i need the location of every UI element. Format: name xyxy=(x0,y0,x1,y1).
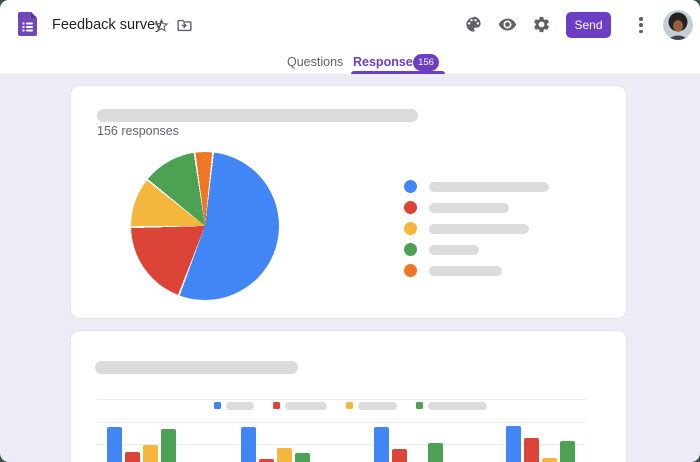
legend-square xyxy=(273,402,280,409)
question-title-placeholder xyxy=(97,109,418,122)
legend-label-placeholder xyxy=(428,401,487,410)
legend-label-placeholder xyxy=(358,401,397,410)
legend-label-placeholder xyxy=(429,202,509,213)
active-tab-underline xyxy=(351,71,445,74)
user-avatar[interactable] xyxy=(663,10,693,40)
summary-card-pie: 156 responses xyxy=(70,85,627,319)
pie-legend-row xyxy=(404,239,549,260)
legend-dot xyxy=(404,180,417,193)
gridline xyxy=(97,421,586,423)
move-to-folder-icon[interactable] xyxy=(175,16,193,34)
document-title[interactable]: Feedback survey xyxy=(52,17,163,33)
bar-series-1-redacted-g1 xyxy=(107,427,122,462)
legend-label-placeholder xyxy=(226,401,254,410)
bar-series-2-redacted-g3 xyxy=(392,449,407,462)
bar-legend-item xyxy=(214,401,254,410)
bar-legend-item xyxy=(416,401,487,410)
pie-legend-row xyxy=(404,218,549,239)
bar-series-4-redacted-g1 xyxy=(161,429,176,462)
legend-dot xyxy=(404,201,417,214)
legend-label-placeholder xyxy=(285,401,327,410)
bar-series-3-redacted-g4 xyxy=(542,458,557,462)
bar-series-2-redacted-g1 xyxy=(125,452,140,462)
legend-square xyxy=(346,402,353,409)
bar-series-1-redacted-g4 xyxy=(506,426,521,462)
responses-count-text: 156 responses xyxy=(97,124,180,138)
preview-eye-icon[interactable] xyxy=(498,15,517,34)
bar-legend-item xyxy=(346,401,397,410)
bar-series-1-redacted-g2 xyxy=(241,427,256,462)
legend-label-placeholder xyxy=(429,181,549,192)
send-button[interactable]: Send xyxy=(566,12,611,38)
pie-legend-row xyxy=(404,260,549,281)
gridline xyxy=(97,444,586,445)
tab-bar: Questions Responses 156 xyxy=(0,50,700,75)
gridline xyxy=(97,399,586,400)
bar-series-4-redacted-g2 xyxy=(295,453,310,462)
tab-questions[interactable]: Questions xyxy=(287,55,344,69)
responses-count-badge: 156 xyxy=(413,54,439,71)
legend-square xyxy=(214,402,221,409)
legend-dot xyxy=(404,264,417,277)
bar-series-4-redacted-g4 xyxy=(560,441,575,462)
bar-chart xyxy=(71,331,628,462)
question-title-placeholder xyxy=(95,361,298,374)
settings-gear-icon[interactable] xyxy=(532,15,551,34)
star-icon[interactable] xyxy=(152,16,170,34)
bar-series-4-redacted-g3 xyxy=(428,443,443,462)
bar-legend-item xyxy=(273,401,327,410)
bar-series-1-redacted-g3 xyxy=(374,427,389,462)
bar-series-3-redacted-g2 xyxy=(277,448,292,462)
legend-dot xyxy=(404,243,417,256)
summary-card-bars xyxy=(70,330,627,462)
app-bar: Feedback survey Send xyxy=(0,0,700,50)
legend-square xyxy=(416,402,423,409)
tab-responses[interactable]: Responses xyxy=(353,55,420,69)
bar-series-3-redacted-g1 xyxy=(143,445,158,462)
more-vertical-icon[interactable] xyxy=(638,17,644,33)
pie-legend-row xyxy=(404,176,549,197)
legend-dot xyxy=(404,222,417,235)
palette-icon[interactable] xyxy=(464,15,483,34)
pie-chart xyxy=(131,152,279,300)
legend-label-placeholder xyxy=(429,265,502,276)
pie-legend-row xyxy=(404,197,549,218)
legend-label-placeholder xyxy=(429,223,529,234)
pie-legend xyxy=(404,176,549,281)
bar-series-2-redacted-g4 xyxy=(524,438,539,462)
bar-legend xyxy=(214,399,506,412)
legend-label-placeholder xyxy=(429,244,479,255)
bar-series-2-redacted-g2 xyxy=(259,459,274,462)
forms-logo-icon xyxy=(18,12,37,36)
